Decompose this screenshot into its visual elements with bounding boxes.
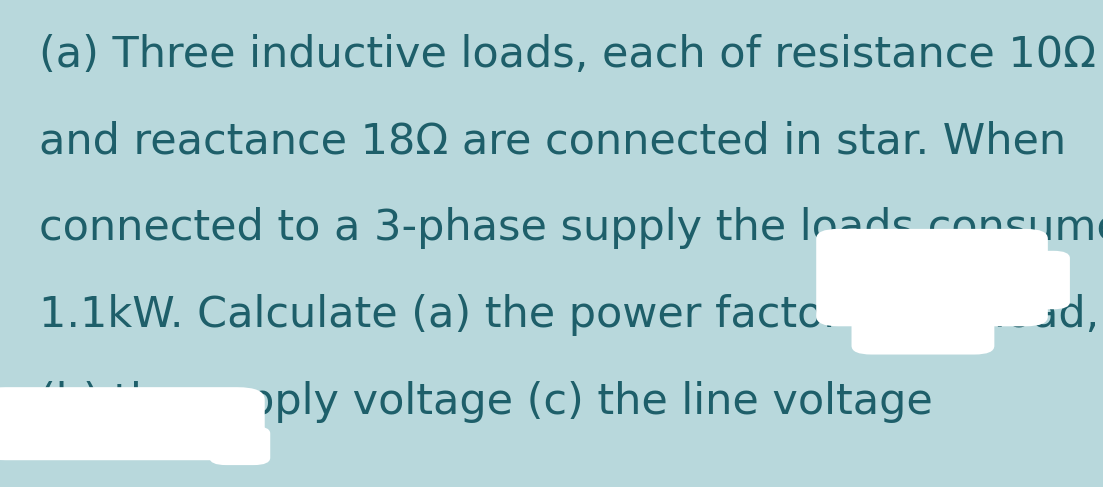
Text: and reactance 18Ω are connected in star. When: and reactance 18Ω are connected in star.… <box>39 121 1065 163</box>
FancyBboxPatch shape <box>852 288 995 355</box>
Text: connected to a 3-phase supply the loads consume: connected to a 3-phase supply the loads … <box>39 207 1103 249</box>
FancyBboxPatch shape <box>0 387 265 460</box>
Text: (b) the supply voltage (c) the line voltage: (b) the supply voltage (c) the line volt… <box>39 381 932 423</box>
FancyBboxPatch shape <box>210 426 270 465</box>
FancyBboxPatch shape <box>998 251 1070 309</box>
FancyBboxPatch shape <box>816 229 1048 326</box>
Text: 1.1kW. Calculate (a) the power factor of the load,: 1.1kW. Calculate (a) the power factor of… <box>39 294 1099 336</box>
Text: (a) Three inductive loads, each of resistance 10Ω: (a) Three inductive loads, each of resis… <box>39 34 1095 76</box>
